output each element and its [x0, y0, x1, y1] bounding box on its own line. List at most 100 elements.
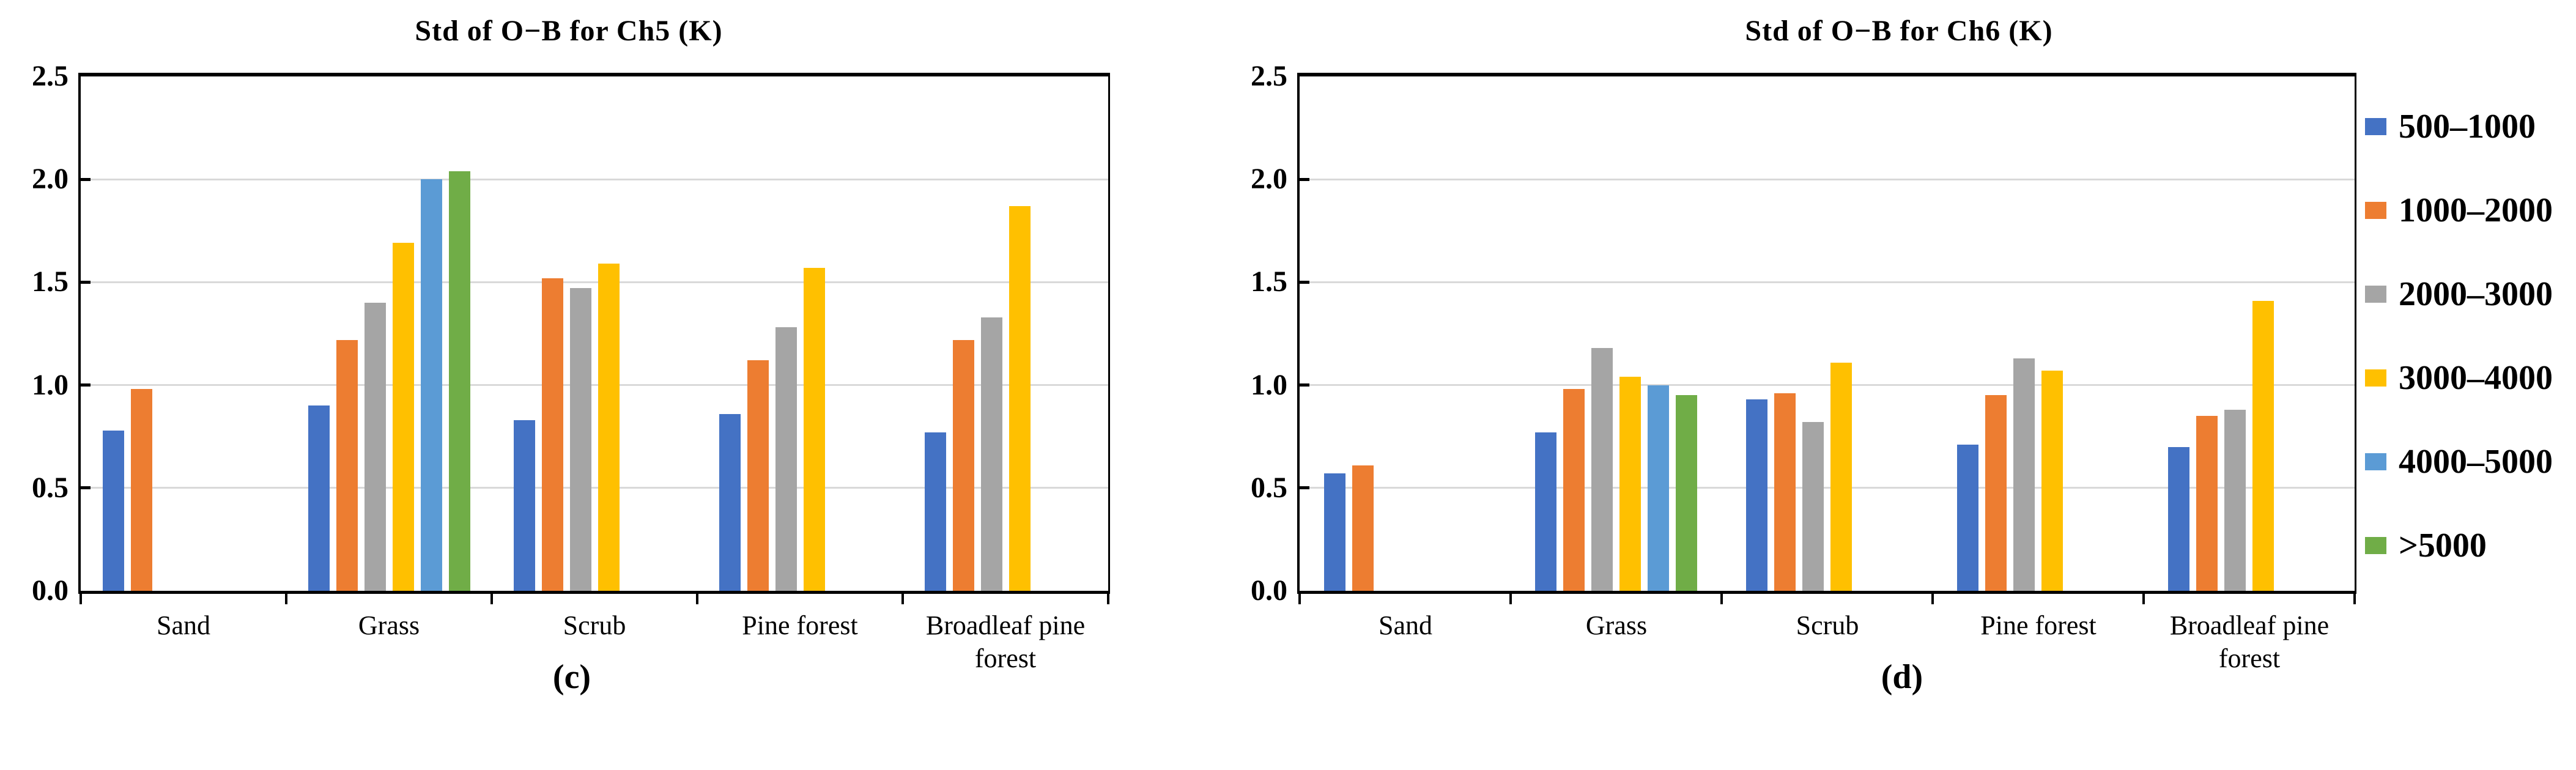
legend-item: >5000	[2365, 526, 2576, 565]
y-axis-tick	[81, 178, 91, 181]
bar-2000–3000	[2013, 358, 2035, 591]
x-category-label: Broadleaf pine forest	[2169, 610, 2330, 673]
legend-label: 3000–4000	[2399, 359, 2553, 397]
bar-500–1000	[925, 432, 946, 591]
x-category-label: Pine forest	[1980, 610, 2097, 640]
bar-3000–4000	[598, 264, 620, 591]
bar->5000	[449, 171, 470, 591]
x-category-label: Sand	[1379, 610, 1432, 640]
bar-2000–3000	[365, 303, 386, 591]
bar-2000–3000	[775, 327, 797, 591]
bar-500–1000	[103, 431, 124, 591]
x-axis-tick	[1720, 594, 1723, 604]
bar-3000–4000	[2252, 301, 2274, 591]
y-tick-label: 2.0	[1251, 163, 1287, 195]
y-tick-label: 0.0	[1251, 574, 1287, 607]
y-axis-tick	[81, 383, 91, 387]
legend-swatch	[2365, 118, 2386, 135]
gridline	[1300, 487, 2355, 489]
bar-500–1000	[1746, 399, 1767, 591]
gridline	[1300, 384, 2355, 386]
y-axis-tick	[81, 281, 91, 284]
y-tick-label: 0.5	[1251, 472, 1287, 504]
legend-swatch	[2365, 537, 2386, 554]
bar-4000–5000	[1648, 385, 1669, 591]
bar-4000–5000	[421, 179, 442, 591]
x-category-label: Grass	[1585, 610, 1648, 640]
bar-500–1000	[719, 414, 741, 591]
bar-1000–2000	[1774, 393, 1796, 591]
y-axis-tick	[1300, 383, 1309, 387]
plot-area	[1297, 73, 2356, 594]
x-category-label: Grass	[358, 610, 420, 640]
x-axis-tick	[285, 594, 287, 604]
legend-label: 1000–2000	[2399, 191, 2553, 229]
gridline	[81, 487, 1108, 489]
bar-1000–2000	[131, 389, 152, 591]
bar-500–1000	[1957, 445, 1978, 591]
x-category-label: Scrub	[1796, 610, 1859, 640]
bar-2000–3000	[2224, 410, 2246, 591]
gridline	[1300, 281, 2355, 283]
bar-500–1000	[2168, 447, 2189, 591]
x-axis-tick	[2142, 594, 2145, 604]
plot-area	[78, 73, 1110, 594]
bar-3000–4000	[393, 243, 414, 591]
x-axis-tick	[1931, 594, 1934, 604]
y-axis-tick	[1300, 178, 1309, 181]
bar-1000–2000	[1563, 389, 1585, 591]
y-tick-label: 0.5	[32, 472, 68, 504]
legend-item: 3000–4000	[2365, 358, 2576, 398]
y-tick-label: 2.5	[1251, 60, 1287, 92]
legend-swatch	[2365, 453, 2386, 470]
y-tick-label: 0.0	[32, 574, 68, 607]
x-axis-tick	[80, 594, 82, 604]
y-tick-label: 2.5	[32, 60, 68, 92]
legend-label: 4000–5000	[2399, 443, 2553, 481]
bar-1000–2000	[542, 278, 563, 591]
gridline	[81, 281, 1108, 283]
chart-ch5-caption: (c)	[552, 658, 591, 696]
bar-1000–2000	[1985, 395, 2007, 591]
x-axis-tick	[1107, 594, 1109, 604]
gridline	[81, 384, 1108, 386]
bar-500–1000	[308, 405, 330, 591]
y-tick-label: 1.5	[1251, 265, 1287, 298]
x-category-label: Pine forest	[742, 610, 858, 640]
gridline	[1300, 179, 2355, 180]
bar-3000–4000	[804, 268, 825, 591]
y-tick-label: 2.0	[32, 163, 68, 195]
bar-500–1000	[514, 420, 535, 591]
bar-1000–2000	[2196, 416, 2218, 591]
legend-label: 2000–3000	[2399, 275, 2553, 313]
bar-3000–4000	[1619, 377, 1641, 591]
legend-label: >5000	[2399, 527, 2487, 565]
y-tick-label: 1.0	[32, 369, 68, 401]
bar-1000–2000	[336, 340, 358, 591]
bar-2000–3000	[570, 288, 591, 591]
bar-2000–3000	[1802, 422, 1824, 591]
bar->5000	[1676, 395, 1697, 591]
legend-swatch	[2365, 369, 2386, 387]
x-category-label: Sand	[157, 610, 210, 640]
bar-500–1000	[1324, 473, 1345, 591]
bar-2000–3000	[981, 317, 1002, 591]
x-category-label: Scrub	[563, 610, 626, 640]
x-axis-tick	[901, 594, 904, 604]
bar-1000–2000	[747, 360, 769, 591]
legend-item: 500–1000	[2365, 107, 2576, 146]
bar-3000–4000	[2041, 371, 2063, 591]
x-axis-tick	[696, 594, 698, 604]
x-axis-tick	[1509, 594, 1512, 604]
x-axis-tick	[490, 594, 493, 604]
legend-label: 500–1000	[2399, 108, 2536, 146]
legend-item: 2000–3000	[2365, 275, 2576, 314]
chart-ch5-title: Std of O−B for Ch5 (K)	[415, 15, 723, 47]
y-axis-tick	[1300, 486, 1309, 489]
bar-500–1000	[1535, 432, 1556, 591]
bar-1000–2000	[953, 340, 974, 591]
legend-item: 4000–5000	[2365, 442, 2576, 481]
y-tick-label: 1.5	[32, 265, 68, 298]
gridline	[81, 179, 1108, 180]
